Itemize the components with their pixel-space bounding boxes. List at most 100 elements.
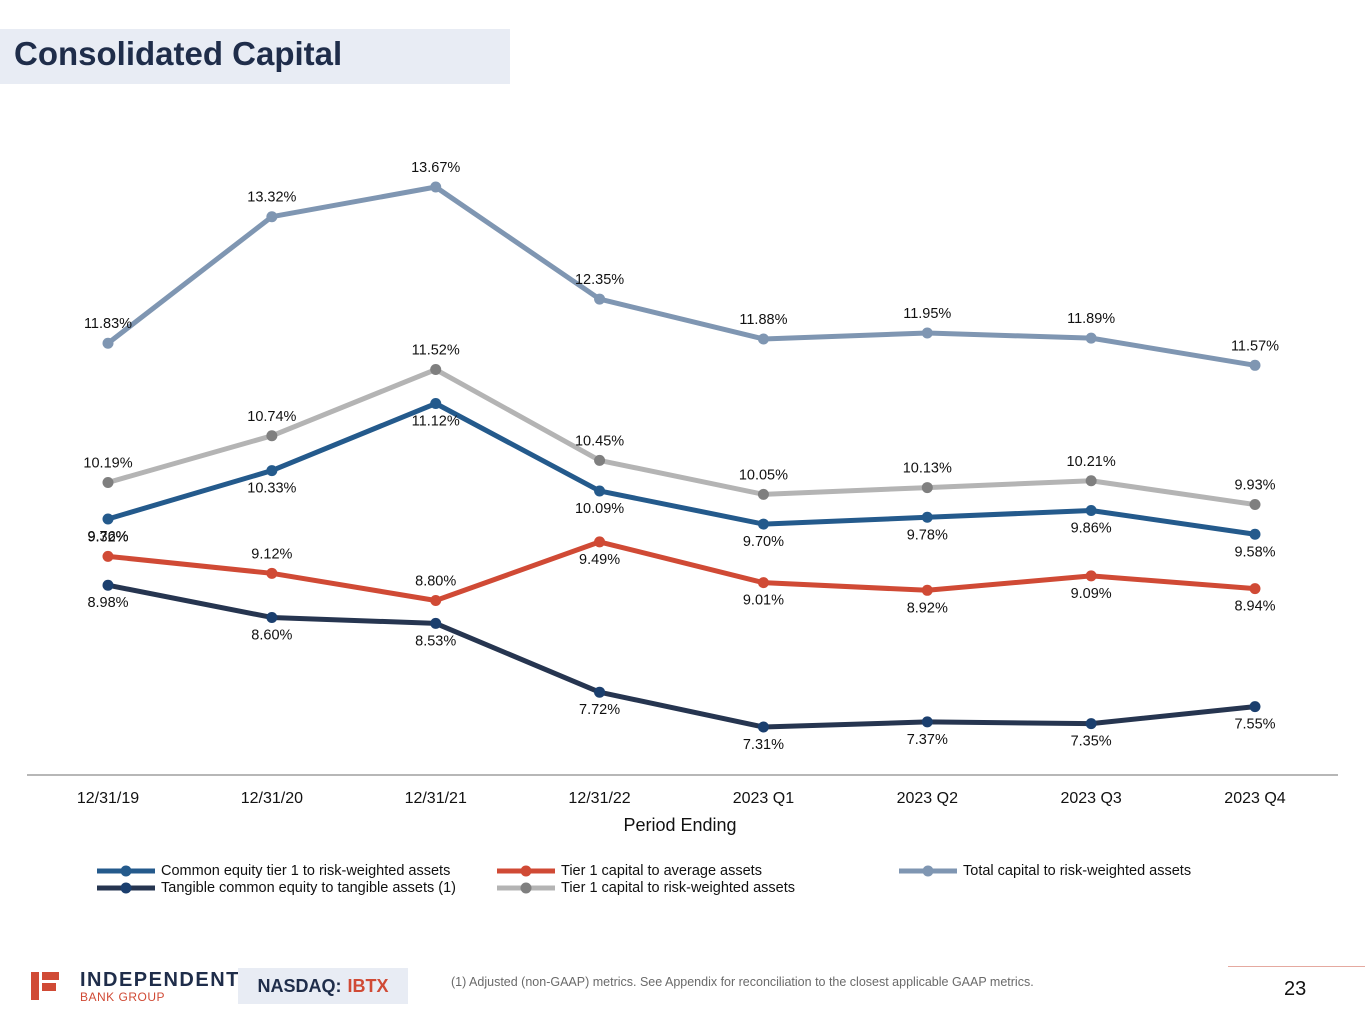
- data-point: [757, 577, 769, 589]
- data-label: 9.09%: [1071, 586, 1112, 602]
- x-tick-label: 2023 Q1: [733, 790, 794, 807]
- ibtx-logo-icon: [31, 972, 59, 1000]
- data-label: 8.94%: [1234, 599, 1275, 615]
- data-point: [594, 686, 606, 698]
- ticker-symbol: IBTX: [347, 975, 389, 996]
- data-label: 8.60%: [251, 627, 292, 643]
- data-label: 9.12%: [251, 546, 292, 562]
- legend-label: Tier 1 capital to average assets: [561, 862, 762, 879]
- data-point: [1249, 701, 1261, 713]
- data-label: 7.55%: [1234, 717, 1275, 733]
- data-point: [102, 579, 114, 591]
- data-point: [757, 488, 769, 500]
- page-number-rule: [1228, 966, 1365, 967]
- series-1: [102, 364, 1261, 511]
- logo-sub-text: BANK GROUP: [80, 990, 166, 1004]
- data-label: 9.86%: [1071, 520, 1112, 536]
- data-label: 7.35%: [1071, 734, 1112, 750]
- data-point: [1085, 718, 1097, 730]
- data-label: 9.32%: [87, 529, 128, 545]
- data-label: 9.93%: [1234, 478, 1275, 494]
- data-point: [757, 518, 769, 530]
- data-point: [1249, 583, 1261, 595]
- legend-label: Tangible common equity to tangible asset…: [161, 879, 456, 896]
- logo-wordmark: INDEPENDENT BANK GROUP: [80, 970, 240, 1003]
- x-tick-label: 12/31/20: [241, 790, 303, 807]
- data-label: 9.76%: [87, 529, 128, 545]
- series-line: [107, 539, 1256, 603]
- series-line: [107, 582, 1256, 730]
- data-point: [757, 721, 769, 733]
- data-label: 7.37%: [907, 732, 948, 748]
- data-label: 9.70%: [743, 534, 784, 550]
- data-label: 12.35%: [575, 272, 624, 288]
- legend-line-swatch-icon: [497, 882, 555, 893]
- data-label: 9.58%: [1234, 544, 1275, 560]
- data-point: [594, 293, 606, 305]
- line-chart: 12/31/19 12/31/20 12/31/21 12/31/22 2023 Q1 2…: [27, 160, 1338, 835]
- legend-item-total-capital: Total capital to risk-weighted assets: [899, 862, 1191, 879]
- data-point: [594, 454, 606, 466]
- legend-item-cet1: Common equity tier 1 to risk-weighted as…: [97, 862, 450, 879]
- data-label: 13.32%: [247, 190, 296, 206]
- data-label: 11.57%: [1231, 338, 1279, 354]
- data-point: [1085, 570, 1097, 582]
- data-point: [1085, 504, 1097, 516]
- legend-line-swatch-icon: [97, 882, 155, 893]
- data-point: [266, 430, 278, 442]
- x-axis-title: Period Ending: [623, 815, 736, 835]
- data-point: [594, 485, 606, 497]
- data-label: 10.33%: [247, 481, 296, 497]
- series-line: [106, 184, 1256, 368]
- page-number: 23: [1284, 978, 1307, 1000]
- series-0: [102, 181, 1261, 371]
- x-tick-labels: 12/31/19 12/31/20 12/31/21 12/31/22 2023 Q1 2…: [77, 790, 1286, 807]
- data-label: 11.95%: [903, 306, 951, 322]
- ticker-exchange: NASDAQ:: [257, 975, 342, 996]
- series-3: [102, 536, 1261, 606]
- data-label: 10.45%: [575, 433, 624, 449]
- data-label: 10.05%: [739, 467, 788, 483]
- data-label: 9.01%: [743, 593, 784, 609]
- x-tick-label: 2023 Q2: [897, 790, 958, 807]
- data-point: [1249, 528, 1261, 540]
- data-label: 8.98%: [87, 595, 128, 611]
- data-point: [921, 584, 933, 596]
- data-point: [266, 611, 278, 623]
- data-point: [430, 364, 442, 376]
- data-label: 8.92%: [907, 600, 948, 616]
- series-line: [107, 367, 1256, 508]
- data-label: 10.74%: [247, 409, 296, 425]
- legend-item-tce: Tangible common equity to tangible asset…: [97, 879, 456, 896]
- data-label: 10.21%: [1067, 454, 1116, 470]
- data-point: [102, 476, 114, 488]
- data-label: 9.78%: [907, 527, 948, 543]
- data-point: [1249, 359, 1261, 371]
- legend-label: Tier 1 capital to risk-weighted assets: [561, 879, 795, 896]
- data-label: 13.67%: [411, 160, 460, 176]
- page-title: Consolidated Capital: [14, 35, 343, 72]
- ticker-badge: NASDAQ: IBTX: [238, 968, 408, 1004]
- legend-label: Total capital to risk-weighted assets: [963, 862, 1192, 879]
- data-label: 7.31%: [743, 737, 784, 753]
- data-label: 10.19%: [83, 455, 132, 471]
- series-line: [107, 401, 1256, 537]
- data-point: [102, 337, 114, 349]
- data-label: 11.83%: [84, 316, 132, 332]
- data-label: 8.53%: [415, 633, 456, 649]
- x-tick-label: 2023 Q4: [1224, 790, 1285, 807]
- series-2: [102, 398, 1261, 540]
- data-label: 7.72%: [579, 702, 620, 718]
- data-label: 11.52%: [412, 343, 460, 359]
- x-tick-label: 12/31/19: [77, 790, 139, 807]
- legend-line-swatch-icon: [497, 865, 555, 876]
- data-point: [430, 594, 442, 606]
- data-label: 11.89%: [1067, 311, 1115, 327]
- legend-line-swatch-icon: [97, 865, 155, 876]
- data-point: [430, 181, 442, 193]
- data-point: [921, 716, 933, 728]
- data-label: 10.09%: [575, 501, 624, 517]
- data-labels: 11.83% 13.32% 13.67% 12.35% 11.88% 11.95% 11.8…: [83, 160, 1279, 753]
- data-point: [102, 513, 114, 525]
- data-point: [266, 465, 278, 477]
